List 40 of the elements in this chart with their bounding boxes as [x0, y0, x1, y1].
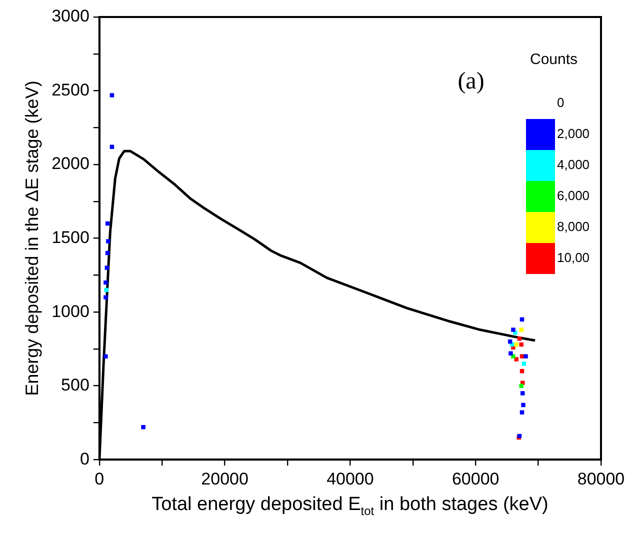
- x-tick-label: 60000: [452, 469, 500, 488]
- y-tick-label: 1500: [52, 228, 90, 247]
- y-tick-label: 1000: [52, 302, 90, 321]
- point: [110, 93, 114, 98]
- y-tick-label: 2000: [52, 154, 90, 174]
- point: [104, 288, 108, 292]
- point: [106, 239, 110, 244]
- x-tick-label: 80000: [577, 469, 625, 488]
- legend-label: 6,000: [557, 188, 590, 204]
- point: [141, 425, 146, 430]
- legend-title: Counts: [530, 50, 579, 70]
- point: [508, 351, 513, 356]
- point: [104, 280, 108, 285]
- point: [514, 342, 518, 347]
- point: [519, 384, 524, 388]
- legend-label: 10,00: [557, 250, 590, 266]
- point: [511, 328, 516, 332]
- y-axis-title: Energy deposited in the ΔE stage (keV): [22, 80, 42, 396]
- x-tick-label: 40000: [326, 469, 374, 488]
- point: [521, 402, 526, 408]
- y-tick-label: 0: [80, 449, 90, 468]
- legend-label: 8,000: [557, 219, 590, 235]
- y-tick-label: 3000: [52, 6, 90, 26]
- point: [110, 144, 114, 149]
- point: [104, 354, 108, 358]
- annotation: 0: [557, 95, 564, 111]
- y-tick-label: 2500: [52, 80, 90, 100]
- y-tick-label: 500: [61, 376, 90, 395]
- point: [104, 295, 108, 300]
- legend-label: 4,000: [557, 157, 590, 173]
- x-axis-title: Total energy deposited E$_{tot}$ in both stages (keV): [150, 494, 550, 518]
- point: [519, 328, 524, 332]
- point: [104, 266, 110, 270]
- point: [524, 354, 528, 358]
- point: [520, 391, 525, 396]
- annotation: (a): [458, 68, 484, 94]
- x-tick-label: 20000: [201, 469, 248, 488]
- x-tick-label: 0: [94, 469, 104, 488]
- point: [522, 362, 526, 366]
- legend-label: 2,000: [557, 126, 590, 142]
